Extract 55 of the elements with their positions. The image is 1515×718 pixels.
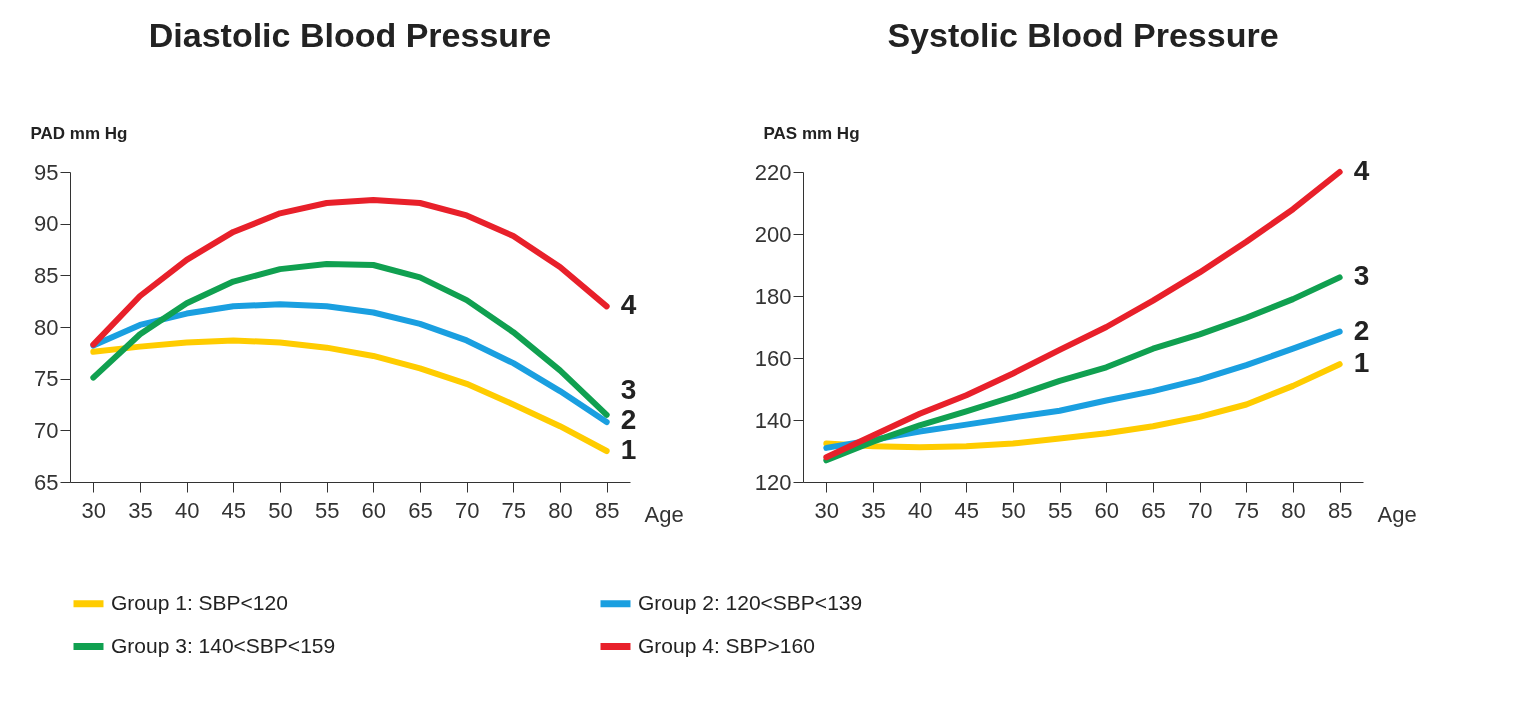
annotation: 3 bbox=[1353, 260, 1370, 292]
y-tick-label: 70 bbox=[34, 417, 59, 443]
x-axis-title: Age bbox=[1377, 501, 1417, 527]
x-tick-label: 30 bbox=[814, 497, 840, 523]
annotation: 4 bbox=[620, 289, 637, 321]
x-tick-label: 30 bbox=[81, 497, 107, 523]
y-tick-label: 140 bbox=[754, 407, 792, 433]
x-tick-label: 60 bbox=[1094, 497, 1120, 523]
x-tick-label: 50 bbox=[268, 497, 293, 523]
x-tick-label: 85 bbox=[1327, 497, 1353, 523]
x-tick-label: 50 bbox=[1001, 497, 1026, 523]
x-tick-label: 70 bbox=[454, 497, 480, 523]
x-tick-label: 80 bbox=[548, 497, 573, 523]
y-tick-label: 90 bbox=[34, 211, 59, 237]
x-tick-label: 75 bbox=[1234, 497, 1260, 523]
y-tick-label: 120 bbox=[754, 469, 792, 495]
x-tick-label: 60 bbox=[361, 497, 387, 523]
y-tick-label: 200 bbox=[754, 221, 792, 247]
x-axis-title: Age bbox=[644, 501, 684, 527]
x-tick-label: 75 bbox=[501, 497, 527, 523]
legend-label: Group 3: 140<SBP<159 bbox=[111, 633, 336, 657]
annotation: 3 bbox=[620, 374, 637, 405]
y-tick-label: 220 bbox=[754, 159, 792, 185]
legend-label: Group 1: SBP<120 bbox=[111, 590, 288, 614]
y-tick-label: 75 bbox=[34, 366, 59, 392]
x-tick-label: 45 bbox=[954, 497, 980, 523]
y-tick-label: 65 bbox=[34, 469, 59, 495]
x-tick-label: 85 bbox=[594, 497, 620, 523]
chart-title: Diastolic Blood Pressure bbox=[148, 16, 552, 54]
y-tick-label: 85 bbox=[34, 262, 59, 288]
x-tick-label: 70 bbox=[1187, 497, 1213, 523]
chart-title: Systolic Blood Pressure bbox=[887, 16, 1279, 54]
y-tick-label: 160 bbox=[754, 345, 792, 371]
legend-label: Group 2: 120<SBP<139 bbox=[638, 590, 863, 614]
x-tick-label: 40 bbox=[907, 497, 933, 523]
x-tick-label: 65 bbox=[408, 497, 433, 523]
x-tick-label: 55 bbox=[1047, 497, 1073, 523]
annotation: 2 bbox=[1353, 314, 1370, 346]
x-tick-label: 45 bbox=[221, 497, 247, 523]
annotation: 4 bbox=[1353, 155, 1370, 186]
annotation: 1 bbox=[620, 434, 637, 465]
annotation: 2 bbox=[620, 404, 637, 435]
y-tick-label: 180 bbox=[754, 283, 792, 309]
y-axis-title: PAS mm Hg bbox=[763, 123, 860, 143]
y-axis-title: PAD mm Hg bbox=[30, 123, 128, 143]
x-tick-label: 80 bbox=[1281, 497, 1306, 523]
x-tick-label: 55 bbox=[314, 497, 340, 523]
x-tick-label: 35 bbox=[861, 497, 886, 523]
x-tick-label: 35 bbox=[128, 497, 153, 523]
x-tick-label: 40 bbox=[174, 497, 200, 523]
y-tick-label: 80 bbox=[34, 314, 59, 340]
y-tick-label: 95 bbox=[34, 159, 59, 185]
legend-label: Group 4: SBP>160 bbox=[638, 633, 815, 657]
x-tick-label: 65 bbox=[1141, 497, 1166, 523]
annotation: 1 bbox=[1353, 347, 1370, 379]
